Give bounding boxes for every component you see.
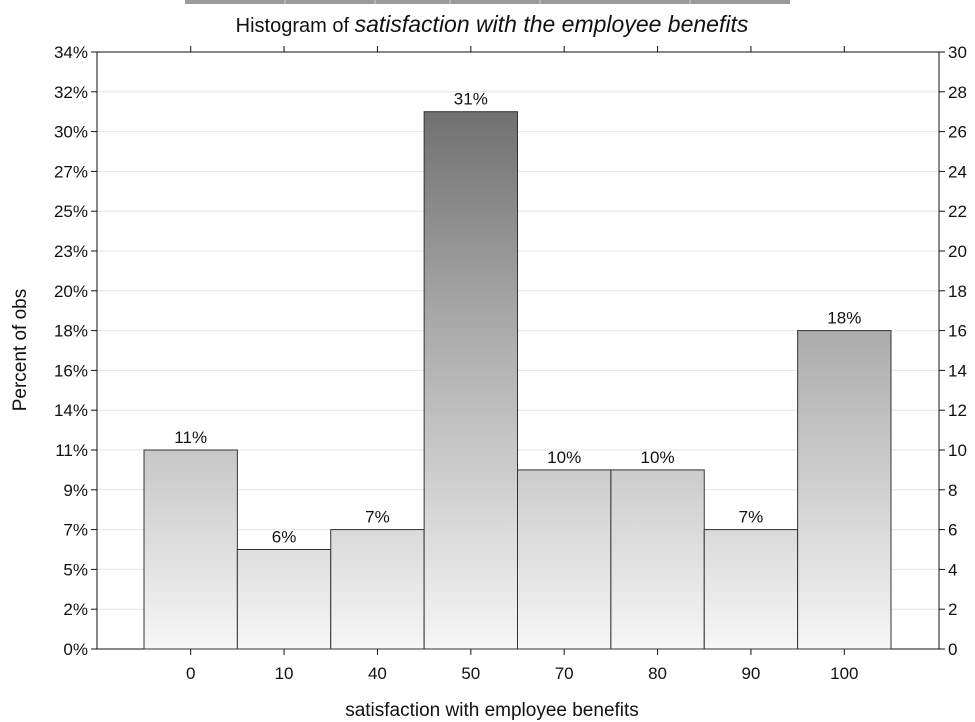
histogram-bar [797, 330, 892, 650]
right-tick-label: 6 [948, 521, 957, 540]
y-axis-label: Percent of obs [10, 289, 31, 412]
left-tick-label: 11% [55, 441, 88, 460]
right-tick-label: 16 [948, 322, 967, 341]
left-tick-label: 16% [54, 361, 88, 380]
x-tick-label: 70 [555, 664, 574, 683]
left-tick-label: 2% [63, 600, 88, 619]
x-tick-label: 80 [648, 664, 667, 683]
right-tick-label: 0 [948, 640, 957, 659]
x-tick-label: 10 [275, 664, 294, 683]
bar-data-label: 11% [174, 428, 207, 447]
histogram-bar [610, 469, 705, 650]
left-tick-label: 0% [63, 640, 88, 659]
right-tick-label: 8 [948, 481, 957, 500]
left-tick-label: 9% [63, 481, 88, 500]
right-tick-label: 2 [948, 600, 957, 619]
right-tick-label: 28 [948, 83, 967, 102]
bar-data-label: 31% [454, 90, 488, 109]
x-tick-label: 40 [368, 664, 387, 683]
histogram-bar [703, 529, 799, 650]
left-tick-label: 34% [54, 43, 88, 62]
left-tick-label: 30% [54, 123, 88, 142]
histogram-bar [517, 469, 612, 650]
x-tick-label: 0 [186, 664, 195, 683]
histogram-bar [236, 549, 332, 650]
left-tick-label: 20% [54, 282, 88, 301]
right-tick-label: 30 [948, 43, 967, 62]
histogram-bar [143, 449, 238, 650]
chart-title-prefix: Histogram of [236, 15, 355, 37]
right-tick-label: 14 [948, 361, 967, 380]
left-tick-label: 7% [63, 521, 88, 540]
left-tick-label: 18% [54, 322, 88, 341]
histogram-bar [423, 111, 518, 650]
right-tick-label: 4 [948, 560, 957, 579]
x-axis: 0 10 40 50 70 80 90 100 [186, 46, 859, 683]
right-tick-label: 10 [948, 441, 967, 460]
left-tick-label: 27% [54, 162, 88, 181]
bar-data-label: 6% [272, 528, 297, 547]
right-tick-label: 22 [948, 202, 967, 221]
bar-data-label: 10% [547, 448, 581, 467]
bar-data-label: 7% [365, 508, 390, 527]
top-toolbar-strip [185, 0, 790, 4]
x-tick-label: 50 [461, 664, 480, 683]
right-tick-label: 12 [948, 401, 967, 420]
left-tick-label: 14% [54, 401, 88, 420]
chart-title: Histogram of satisfaction with the emplo… [236, 11, 749, 37]
x-tick-label: 90 [741, 664, 760, 683]
right-tick-label: 24 [948, 162, 967, 181]
chart-title-emphasis: satisfaction with the employee benefits [355, 11, 749, 37]
bar-data-label: 10% [641, 448, 675, 467]
x-axis-label: satisfaction with employee benefits [345, 700, 639, 721]
histogram-bar [330, 529, 425, 650]
bar-data-label: 7% [739, 508, 764, 527]
right-tick-label: 20 [948, 242, 967, 261]
left-y-axis: 0% 2% 5% 7% 9% 11% 14% 16% 18% 20% 23% 25% 27% 30% 32%… [54, 43, 97, 659]
left-tick-label: 25% [54, 202, 88, 221]
bar-data-label: 18% [827, 309, 861, 328]
right-tick-label: 26 [948, 123, 967, 142]
left-tick-label: 23% [54, 242, 88, 261]
x-tick-label: 100 [830, 664, 858, 683]
left-tick-label: 5% [63, 560, 88, 579]
left-tick-label: 32% [54, 83, 88, 102]
bars-group: 11% 6% 7% 31% 10% 10% 7% 18% [143, 90, 892, 650]
right-tick-label: 18 [948, 282, 967, 301]
